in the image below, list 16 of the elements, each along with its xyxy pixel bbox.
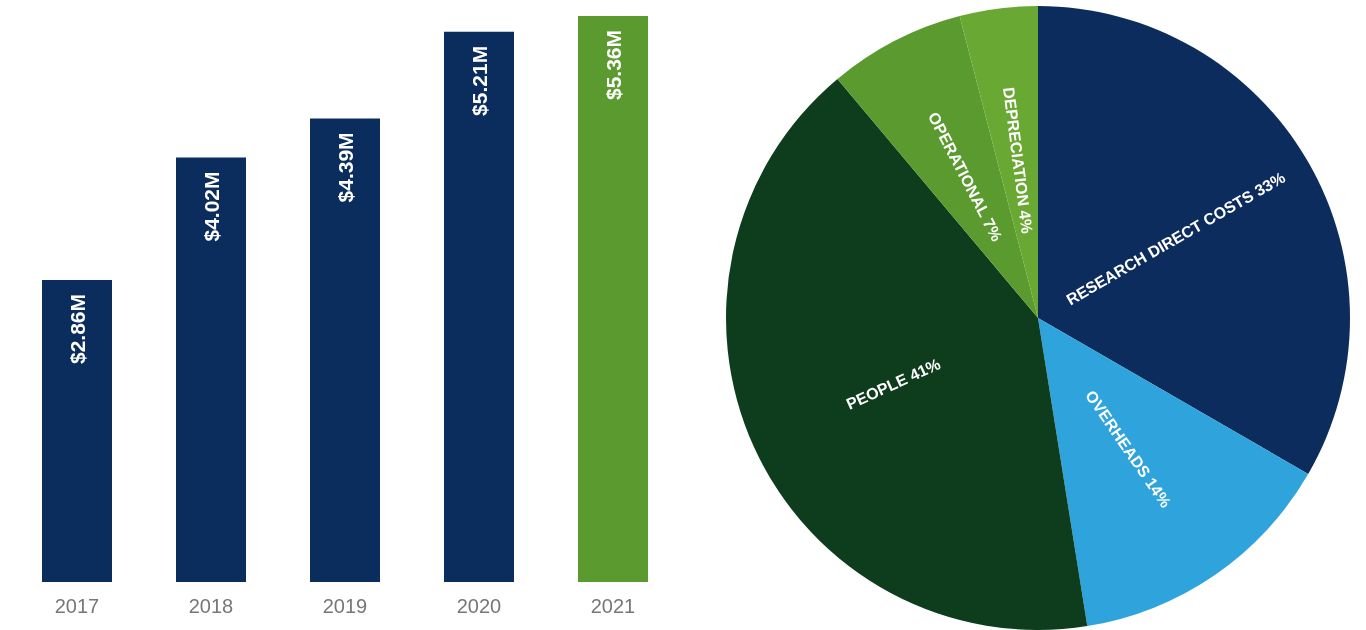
x-tick-label: 2020: [456, 595, 502, 617]
data-label: $5.36M: [601, 30, 625, 101]
data-label: $5.21M: [467, 45, 491, 116]
data-label: $2.86M: [65, 293, 89, 365]
x-tick-label: 2018: [188, 595, 234, 617]
bar: [176, 157, 246, 582]
data-label: $4.39M: [333, 132, 357, 203]
x-tick-label: 2019: [322, 595, 368, 617]
bar: [578, 16, 648, 582]
x-tick-label: 2021: [590, 595, 636, 617]
data-label: $4.02M: [199, 171, 223, 242]
x-tick-label: 2017: [54, 595, 100, 617]
bar: [310, 118, 380, 582]
bar: [42, 279, 112, 582]
bar: [444, 31, 514, 582]
slice-label: DEPRECIATION 4%: [1000, 86, 1036, 235]
